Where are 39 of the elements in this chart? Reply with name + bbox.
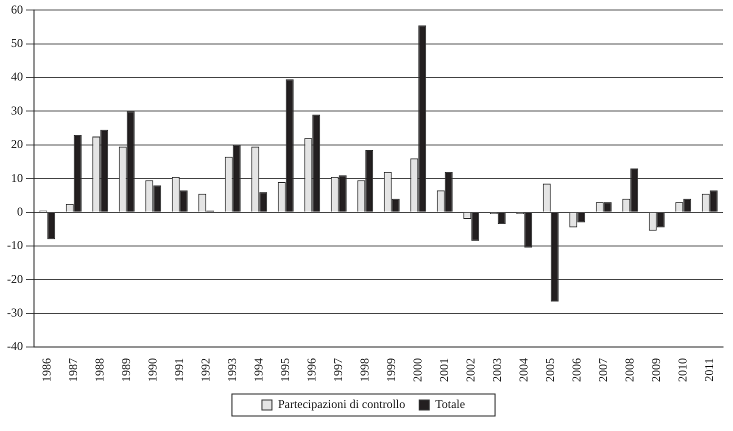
x-tick-label: 1992: [198, 358, 212, 382]
x-tick-label: 2008: [622, 358, 636, 382]
y-tick-label: 40: [10, 70, 23, 84]
x-tick-label: 1991: [172, 358, 186, 382]
y-tick-label: 30: [10, 103, 23, 118]
x-tick-label: 2007: [596, 358, 610, 382]
y-tick-label: 10: [10, 170, 23, 185]
y-tick-label: 0: [16, 204, 23, 218]
x-tick-label: 1997: [330, 358, 345, 382]
x-tick-label: 1987: [66, 358, 80, 382]
x-tick-label: 1999: [384, 358, 398, 382]
x-tick-label: 2002: [463, 358, 478, 382]
x-tick-label: 2006: [569, 358, 584, 382]
x-tick-label: 1986: [39, 358, 54, 382]
legend-label: Totale: [435, 397, 466, 412]
x-tick-label: 2011: [702, 358, 716, 382]
x-tick-label: 1994: [251, 358, 266, 382]
x-tick-label: 2004: [516, 358, 530, 382]
y-tick-label: -10: [6, 238, 23, 252]
x-tick-label: 1993: [224, 358, 239, 382]
y-tick-label: 50: [10, 36, 23, 50]
x-tick-label: 1990: [145, 358, 160, 382]
x-tick-label: 2005: [542, 358, 557, 382]
x-tick-label: 2009: [648, 358, 663, 382]
y-tick-label: -40: [6, 339, 23, 354]
x-tick-label: 1989: [118, 358, 133, 382]
x-tick-label: 1995: [278, 358, 292, 382]
y-tick-label: -30: [6, 305, 23, 320]
y-tick-label: -20: [6, 272, 23, 286]
x-tick-label: 2010: [675, 358, 690, 382]
x-tick-label: 1996: [304, 358, 318, 382]
x-tick-label: 2003: [490, 358, 504, 382]
y-tick-label: 20: [10, 137, 23, 152]
x-tick-label: 2000: [410, 358, 424, 382]
x-tick-label: 1998: [357, 358, 372, 382]
x-tick-label: 2001: [436, 358, 451, 382]
x-tick-label: 1988: [92, 358, 106, 382]
legend-label: Partecipazioni di controllo: [278, 397, 406, 412]
y-tick-label: 60: [10, 2, 23, 16]
